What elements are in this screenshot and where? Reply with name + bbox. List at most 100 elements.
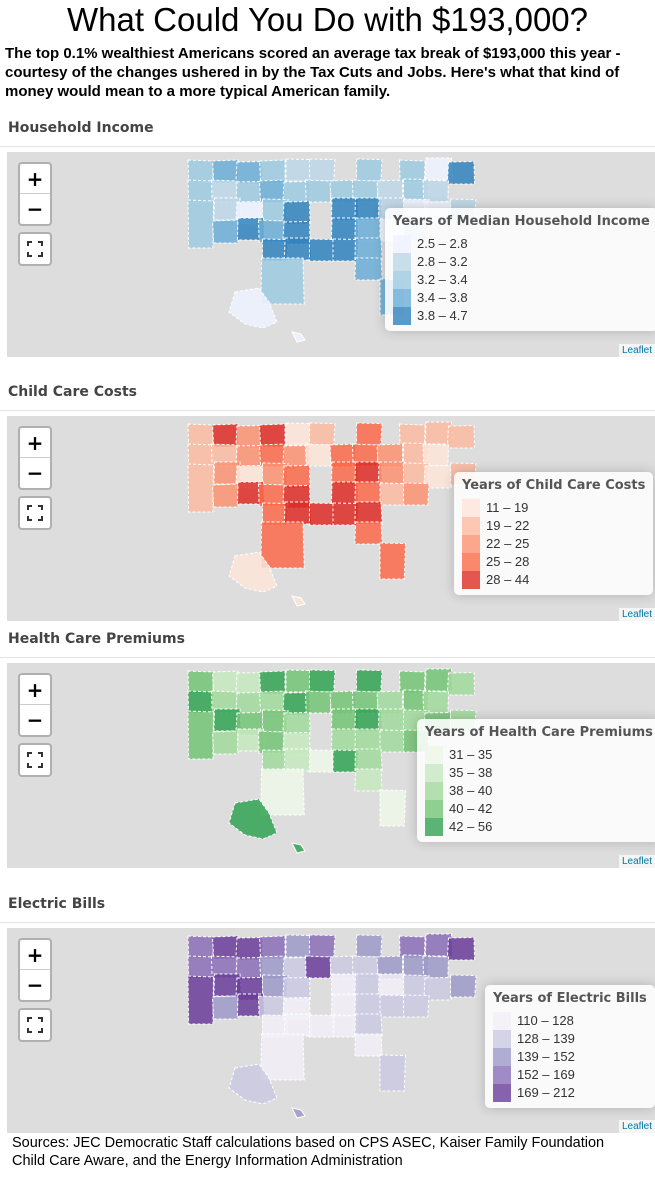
state-wi[interactable]: [309, 158, 336, 182]
state-ia[interactable]: [282, 180, 311, 205]
state-wi[interactable]: [309, 422, 336, 446]
state-wv[interactable]: [354, 973, 383, 997]
state-la[interactable]: [283, 1013, 313, 1037]
choropleth-map[interactable]: + − Years of Health Care Premiums 31 – 35 35…: [7, 663, 655, 868]
state-id[interactable]: [211, 935, 239, 960]
state-la[interactable]: [283, 748, 313, 772]
state-ca[interactable]: [187, 199, 215, 249]
fullscreen-button[interactable]: [18, 743, 52, 777]
state-id[interactable]: [211, 423, 239, 448]
state-pa[interactable]: [376, 179, 403, 204]
state-wy[interactable]: [235, 956, 264, 981]
state-wy[interactable]: [235, 691, 264, 716]
state-sd[interactable]: [258, 179, 286, 204]
state-mi[interactable]: [356, 158, 383, 182]
state-ks[interactable]: [257, 483, 285, 507]
state-me[interactable]: [446, 424, 476, 449]
state-ak[interactable]: [228, 287, 278, 329]
state-in[interactable]: [329, 443, 356, 468]
state-md[interactable]: [379, 729, 407, 753]
leaflet-attribution-link[interactable]: Leaflet: [618, 855, 655, 868]
state-tn[interactable]: [330, 481, 360, 505]
state-az[interactable]: [211, 483, 239, 508]
state-ri[interactable]: [450, 974, 477, 998]
state-ms[interactable]: [309, 502, 336, 526]
state-in[interactable]: [329, 690, 356, 715]
state-mo[interactable]: [282, 711, 311, 736]
state-mt[interactable]: [235, 424, 264, 449]
state-ma[interactable]: [422, 955, 450, 979]
state-ga[interactable]: [354, 257, 383, 281]
state-vt[interactable]: [398, 423, 426, 447]
state-ky[interactable]: [330, 461, 360, 485]
state-il[interactable]: [304, 443, 332, 467]
state-mn[interactable]: [285, 934, 313, 958]
state-ky[interactable]: [330, 197, 360, 221]
state-in[interactable]: [329, 179, 356, 204]
state-va[interactable]: [377, 708, 407, 732]
state-wa[interactable]: [187, 935, 215, 959]
fullscreen-button[interactable]: [18, 496, 52, 530]
state-hi[interactable]: [291, 331, 306, 343]
leaflet-attribution-link[interactable]: Leaflet: [618, 608, 655, 621]
state-wy[interactable]: [235, 180, 264, 205]
state-nc[interactable]: [354, 217, 383, 241]
choropleth-map[interactable]: + − Years of Median Household Income 2.5 – …: [7, 152, 655, 357]
state-az[interactable]: [211, 730, 239, 755]
state-md[interactable]: [379, 482, 407, 506]
state-la[interactable]: [283, 237, 313, 261]
state-ky[interactable]: [330, 708, 360, 732]
state-wy[interactable]: [235, 444, 264, 469]
choropleth-map[interactable]: + − Years of Child Care Costs 11 – 19 19 – 2…: [7, 416, 655, 621]
state-ca[interactable]: [187, 710, 215, 760]
state-mn[interactable]: [285, 669, 313, 693]
zoom-in-button[interactable]: +: [20, 940, 50, 970]
state-nd[interactable]: [258, 935, 286, 960]
state-mt[interactable]: [235, 936, 264, 961]
state-ak[interactable]: [228, 551, 278, 593]
state-ms[interactable]: [309, 749, 336, 773]
state-or[interactable]: [187, 690, 215, 714]
state-nc[interactable]: [354, 993, 383, 1017]
fullscreen-button[interactable]: [18, 232, 52, 266]
state-ia[interactable]: [282, 956, 311, 981]
state-sd[interactable]: [258, 443, 286, 468]
state-tn[interactable]: [330, 993, 360, 1017]
state-sc[interactable]: [354, 1013, 383, 1037]
state-ks[interactable]: [257, 219, 285, 243]
state-md[interactable]: [379, 994, 407, 1018]
state-pa[interactable]: [376, 955, 403, 980]
state-or[interactable]: [187, 443, 215, 467]
state-az[interactable]: [211, 219, 239, 244]
state-va[interactable]: [377, 973, 407, 997]
state-vt[interactable]: [398, 935, 426, 959]
zoom-in-button[interactable]: +: [20, 675, 50, 705]
state-de[interactable]: [403, 994, 430, 1018]
state-ct[interactable]: [423, 976, 452, 1001]
state-ks[interactable]: [257, 995, 285, 1019]
state-mo[interactable]: [282, 464, 311, 489]
state-tn[interactable]: [330, 217, 360, 241]
state-wa[interactable]: [187, 423, 215, 447]
state-ia[interactable]: [282, 444, 311, 469]
state-ks[interactable]: [257, 730, 285, 754]
state-tx[interactable]: [260, 257, 305, 305]
state-tn[interactable]: [330, 728, 360, 752]
state-il[interactable]: [304, 179, 332, 203]
state-ak[interactable]: [228, 1063, 278, 1105]
state-ms[interactable]: [309, 1014, 336, 1038]
state-mi[interactable]: [356, 934, 383, 958]
state-or[interactable]: [187, 955, 215, 979]
leaflet-attribution-link[interactable]: Leaflet: [618, 1120, 655, 1133]
state-id[interactable]: [211, 159, 239, 184]
state-ga[interactable]: [354, 768, 383, 792]
state-la[interactable]: [283, 501, 313, 525]
state-hi[interactable]: [291, 842, 306, 854]
state-nd[interactable]: [258, 159, 286, 184]
state-mt[interactable]: [235, 160, 264, 185]
state-fl[interactable]: [379, 789, 407, 827]
leaflet-attribution-link[interactable]: Leaflet: [618, 344, 655, 357]
state-sd[interactable]: [258, 955, 286, 980]
state-ca[interactable]: [187, 463, 215, 513]
state-nd[interactable]: [258, 670, 286, 695]
